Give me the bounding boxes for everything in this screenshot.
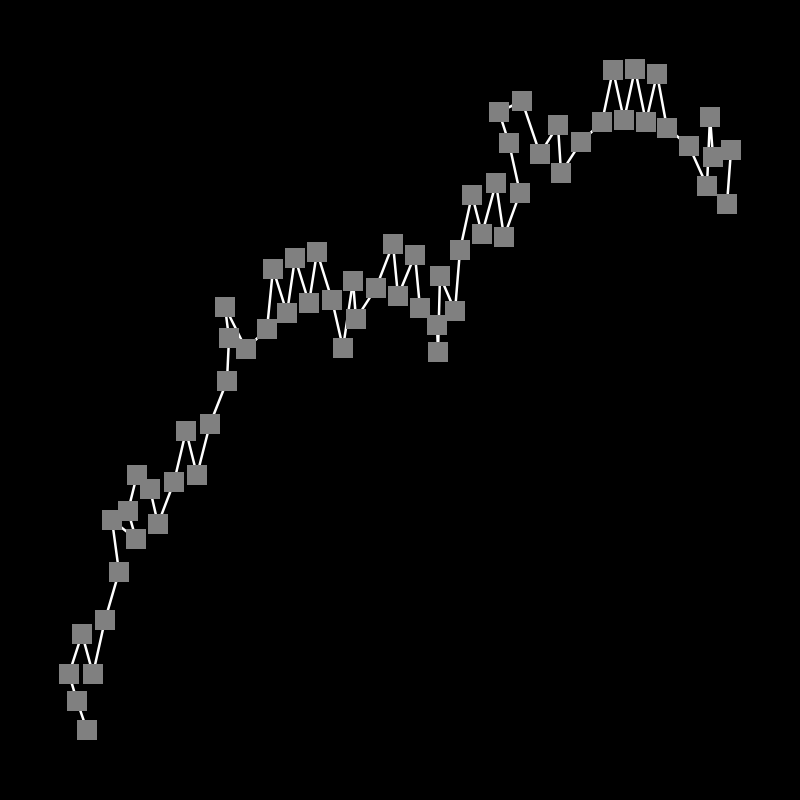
data-point [636,112,656,132]
data-point [109,562,129,582]
data-point [592,112,612,132]
data-point [486,173,506,193]
data-point [176,421,196,441]
data-point [603,60,623,80]
data-point [257,319,277,339]
data-point [388,286,408,306]
data-point [657,118,677,138]
data-point [510,183,530,203]
data-point [263,259,283,279]
data-point [59,664,79,684]
data-point [445,301,465,321]
data-point [236,339,256,359]
data-point [140,479,160,499]
data-point [428,342,448,362]
data-point [548,115,568,135]
data-point [164,472,184,492]
data-point [217,371,237,391]
data-point [427,315,447,335]
data-point [72,624,92,644]
data-point [430,266,450,286]
data-point [450,240,470,260]
data-point [697,176,717,196]
data-point [77,720,97,740]
data-point [679,136,699,156]
data-point [299,293,319,313]
data-point [102,510,122,530]
data-point [346,309,366,329]
data-point [383,234,403,254]
data-point [118,501,138,521]
data-point [410,298,430,318]
data-point [215,297,235,317]
data-point [571,132,591,152]
data-point [200,414,220,434]
data-point [614,110,634,130]
data-point [187,465,207,485]
data-point [148,514,168,534]
data-point [343,271,363,291]
data-point [366,278,386,298]
data-point [647,64,667,84]
data-point [703,147,723,167]
data-point [472,224,492,244]
data-point [512,91,532,111]
data-point [700,107,720,127]
data-point [322,290,342,310]
data-point [489,102,509,122]
data-point [67,691,87,711]
data-point [285,248,305,268]
series-layer [59,59,741,740]
data-point [95,610,115,630]
data-point [494,227,514,247]
data-point [126,529,146,549]
data-point [721,140,741,160]
data-point [462,185,482,205]
data-point [333,338,353,358]
data-point [717,194,737,214]
data-point [530,144,550,164]
data-point [307,242,327,262]
data-point [551,163,571,183]
data-point [277,303,297,323]
data-point [219,328,239,348]
data-point [405,245,425,265]
data-point [625,59,645,79]
data-point [499,133,519,153]
data-point [83,664,103,684]
